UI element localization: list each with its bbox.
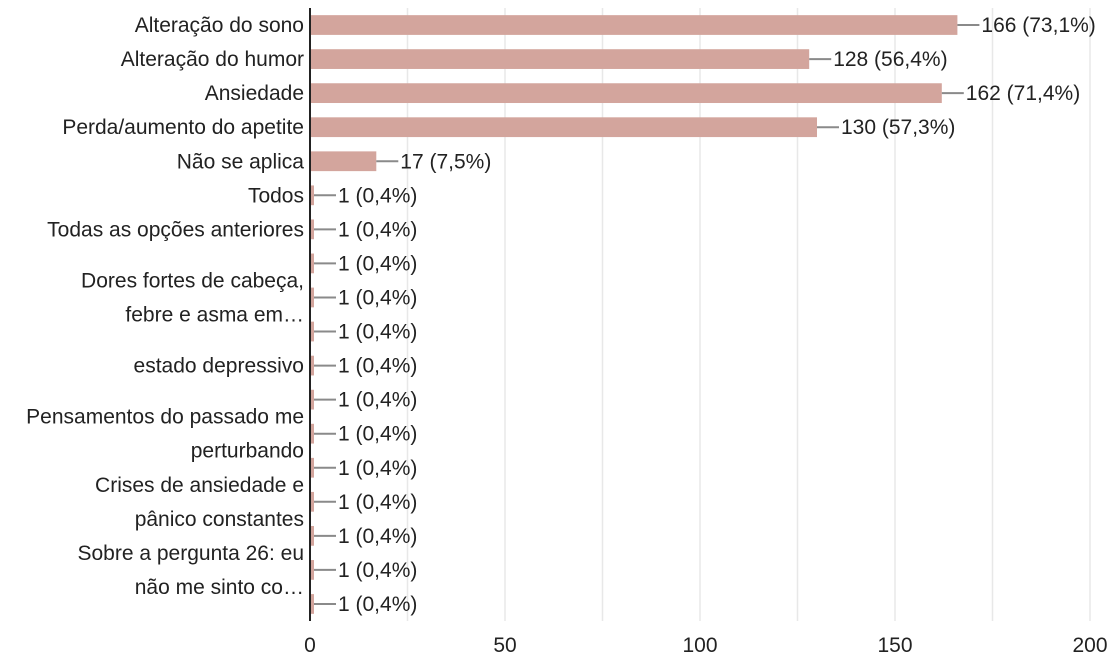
gridlines (406, 8, 1091, 621)
bar (310, 15, 958, 35)
category-label: Todos (248, 184, 304, 207)
category-label: Dores fortes de cabeça, febre e asma em… (81, 269, 304, 326)
bar (310, 287, 314, 308)
bar (310, 423, 314, 444)
category-label: Ansiedade (205, 82, 304, 105)
data-label: 1 (0,4%) (338, 252, 417, 275)
data-label: 162 (71,4%) (966, 82, 1080, 105)
bar (310, 49, 810, 69)
x-tick-label: 150 (877, 634, 912, 657)
category-label: Alteração do sono (135, 14, 304, 37)
bar (310, 219, 314, 240)
category-labels: Alteração do sono Alteração do humor Ansie… (26, 14, 304, 599)
data-label: 128 (56,4%) (833, 48, 947, 71)
category-label: Não se aplica (177, 150, 305, 173)
bar (310, 355, 314, 376)
category-label: estado depressivo (134, 355, 304, 378)
category-label: Perda/aumento do apetite (62, 116, 304, 139)
data-label: 1 (0,4%) (338, 286, 417, 309)
category-label: Sobre a pergunta 26: eu não me sinto co… (77, 542, 304, 599)
data-label: 1 (0,4%) (338, 389, 417, 412)
category-label: Todas as opções anteriores (47, 218, 304, 241)
x-tick-label: 50 (493, 634, 516, 657)
data-label: 1 (0,4%) (338, 184, 417, 207)
data-label: 1 (0,4%) (338, 423, 417, 446)
data-label: 1 (0,4%) (338, 491, 417, 514)
bar (310, 389, 314, 410)
bar (310, 491, 314, 512)
data-label: 1 (0,4%) (338, 457, 417, 480)
category-label: Alteração do humor (121, 48, 304, 71)
bar (310, 253, 314, 274)
data-label: 130 (57,3%) (841, 116, 955, 139)
x-axis-ticks: 0 50 100 150 200 (304, 634, 1107, 657)
bar (310, 525, 314, 546)
data-label: 1 (0,4%) (338, 525, 417, 548)
bar (310, 151, 377, 172)
data-label: 17 (7,5%) (400, 150, 491, 173)
bar (310, 117, 817, 138)
bar (310, 185, 314, 206)
x-tick-label: 0 (304, 634, 316, 657)
bar (310, 594, 314, 614)
bar (310, 560, 314, 580)
data-label: 1 (0,4%) (338, 355, 417, 378)
bar (310, 457, 314, 478)
data-label: 166 (73,1%) (981, 14, 1095, 37)
bars (310, 15, 958, 614)
data-label: 1 (0,4%) (338, 559, 417, 582)
bar (310, 321, 314, 342)
data-labels: 166 (73,1%) 128 (56,4%) 162 (71,4%) 130 (57… (314, 14, 1096, 616)
x-tick-label: 200 (1072, 634, 1107, 657)
x-tick-label: 100 (682, 634, 717, 657)
category-label: Pensamentos do passado me perturbando (26, 406, 304, 463)
data-label: 1 (0,4%) (338, 593, 417, 616)
data-label: 1 (0,4%) (338, 321, 417, 344)
category-label: Crises de ansiedade e pânico constantes (95, 474, 304, 531)
data-label: 1 (0,4%) (338, 218, 417, 241)
bar (310, 83, 942, 104)
